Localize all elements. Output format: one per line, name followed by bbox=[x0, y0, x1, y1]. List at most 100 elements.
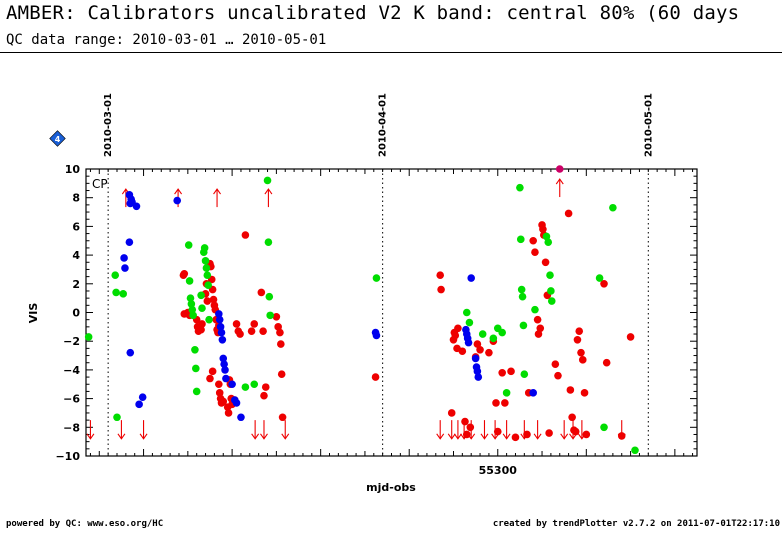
data-point bbox=[112, 288, 120, 297]
data-point bbox=[516, 235, 525, 244]
data-point bbox=[523, 430, 531, 439]
data-point bbox=[551, 360, 560, 368]
data-point bbox=[220, 360, 228, 368]
data-point bbox=[277, 370, 286, 379]
data-point bbox=[184, 241, 193, 249]
data-point bbox=[224, 409, 233, 417]
data-point bbox=[187, 300, 196, 308]
data-point bbox=[507, 367, 515, 376]
data-point bbox=[617, 432, 626, 440]
data-point bbox=[464, 338, 473, 347]
data-point bbox=[372, 331, 381, 340]
header-divider bbox=[0, 52, 782, 53]
chart-title: AMBER: Calibrators uncalibrated V2 K ban… bbox=[6, 2, 740, 24]
data-point bbox=[188, 305, 197, 314]
data-point bbox=[203, 271, 212, 279]
data-point bbox=[600, 423, 608, 432]
data-point bbox=[577, 348, 585, 357]
data-point bbox=[547, 287, 555, 295]
data-point bbox=[518, 292, 527, 301]
data-point bbox=[462, 308, 471, 317]
lower-limit-arrow bbox=[447, 420, 456, 440]
data-point bbox=[216, 323, 225, 331]
lower-limit-arrow bbox=[436, 420, 445, 440]
data-point bbox=[531, 305, 539, 314]
data-point bbox=[466, 423, 475, 432]
data-point bbox=[126, 348, 135, 357]
lower-limit-arrow bbox=[139, 420, 148, 440]
data-point bbox=[555, 165, 564, 173]
data-point bbox=[206, 374, 214, 383]
y-tick-label: −10 bbox=[55, 450, 80, 463]
data-point bbox=[531, 248, 539, 257]
data-point bbox=[436, 271, 445, 279]
data-point bbox=[202, 264, 211, 272]
data-point bbox=[266, 311, 274, 320]
arrow-head bbox=[260, 433, 268, 440]
badge-shape bbox=[49, 130, 66, 147]
data-point bbox=[595, 274, 604, 282]
series-0 bbox=[179, 209, 635, 442]
data-point bbox=[517, 285, 526, 294]
data-point bbox=[542, 232, 551, 241]
x-tick-label: 55300 bbox=[479, 464, 518, 477]
lower-limit-arrow bbox=[260, 420, 268, 440]
data-point bbox=[274, 323, 282, 331]
limit-arrows bbox=[86, 178, 626, 440]
data-point bbox=[493, 427, 502, 436]
data-point bbox=[215, 389, 224, 397]
arrow-head bbox=[436, 433, 445, 440]
y-tick-label: 4 bbox=[72, 249, 80, 262]
data-point bbox=[180, 269, 189, 278]
arrow-head bbox=[569, 433, 577, 440]
data-point bbox=[205, 315, 213, 324]
arrow-head bbox=[555, 178, 564, 185]
data-point bbox=[236, 330, 244, 338]
data-point bbox=[200, 244, 209, 252]
data-point bbox=[222, 374, 230, 383]
arrow-head bbox=[251, 433, 260, 440]
data-point bbox=[241, 231, 250, 239]
data-point bbox=[578, 356, 587, 364]
data-point bbox=[541, 258, 550, 267]
data-point bbox=[573, 335, 582, 344]
data-point bbox=[568, 413, 576, 422]
data-point bbox=[372, 274, 381, 282]
data-point bbox=[564, 209, 573, 218]
y-axis-label: VIS bbox=[27, 303, 40, 324]
data-point bbox=[197, 325, 205, 334]
date-marker-label: 2010-04-01 bbox=[378, 93, 389, 157]
y-tick-label: −6 bbox=[63, 393, 80, 406]
data-point bbox=[533, 315, 542, 324]
data-point bbox=[478, 330, 487, 338]
data-point bbox=[473, 340, 482, 348]
panel-label: CP bbox=[92, 177, 108, 191]
data-point bbox=[437, 285, 445, 294]
arrow-head bbox=[480, 433, 489, 440]
data-point bbox=[582, 430, 591, 439]
arrow-head bbox=[502, 433, 511, 440]
data-point bbox=[534, 330, 543, 338]
data-point bbox=[228, 380, 236, 389]
lower-limit-arrow bbox=[502, 420, 511, 440]
lower-limit-arrow bbox=[251, 420, 260, 440]
data-point bbox=[197, 291, 205, 300]
footer-created-by: created by trendPlotter v2.7.2 on 2011-0… bbox=[492, 519, 780, 529]
arrow-head bbox=[447, 433, 456, 440]
badge-label: 4 bbox=[55, 135, 61, 144]
data-point bbox=[371, 373, 380, 381]
y-tick-label: 6 bbox=[72, 220, 80, 233]
data-point bbox=[185, 277, 194, 285]
lower-limit-arrow bbox=[453, 420, 462, 440]
data-point bbox=[219, 397, 228, 406]
data-point bbox=[138, 393, 147, 401]
data-point bbox=[215, 380, 223, 389]
arrow-head bbox=[533, 433, 542, 440]
series-1 bbox=[84, 176, 639, 455]
data-point bbox=[447, 409, 456, 417]
data-point bbox=[257, 288, 266, 297]
data-point bbox=[121, 264, 129, 272]
plot-frame bbox=[85, 168, 698, 457]
plot-border bbox=[85, 168, 698, 457]
data-point bbox=[473, 367, 482, 376]
